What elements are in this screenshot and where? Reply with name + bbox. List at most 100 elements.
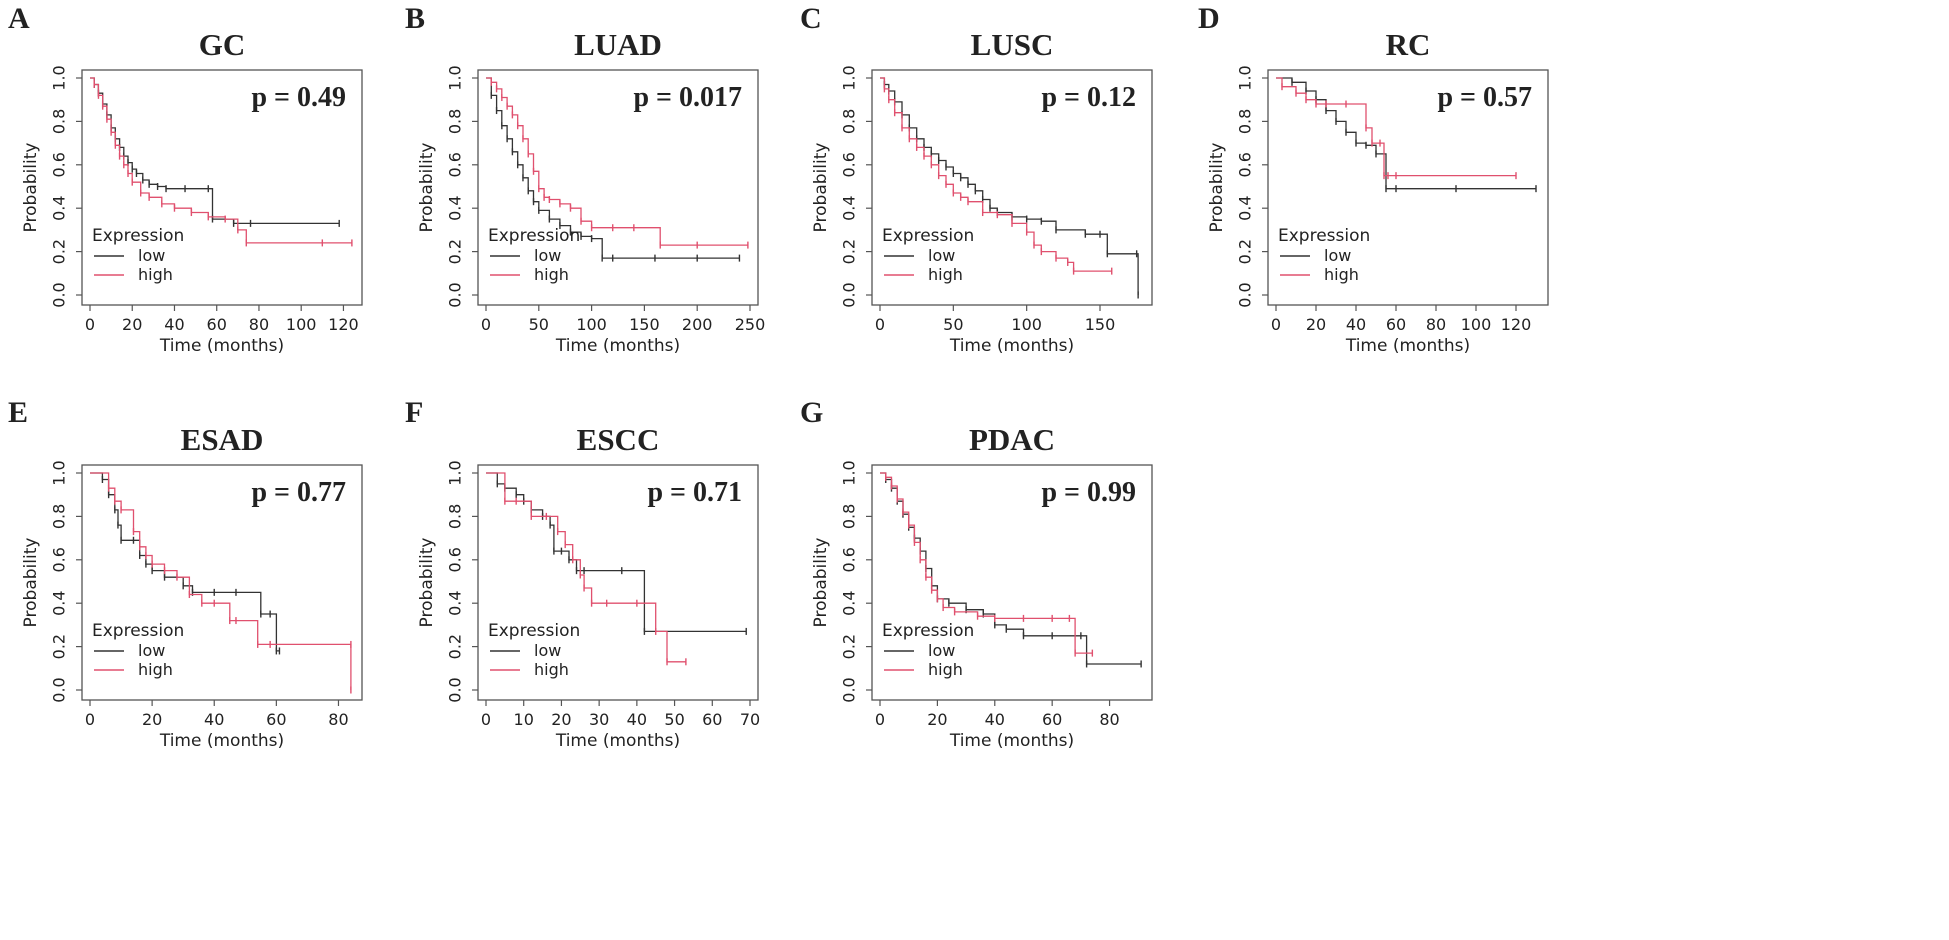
legend-label-high: high bbox=[534, 660, 569, 679]
y-tick-label: 0.6 bbox=[840, 547, 859, 572]
series-line-low bbox=[880, 472, 1142, 665]
p-value: p = 0.99 bbox=[1041, 477, 1136, 508]
x-axis-label: Time (months) bbox=[949, 336, 1074, 356]
km-panel-e: E ESAD p = 0.77 0.0 0.2 0.4 0.6 0.8 1.0 Probabili… bbox=[8, 396, 363, 751]
plot-frame bbox=[871, 69, 1153, 306]
legend-label-high: high bbox=[928, 660, 963, 679]
y-tick-label: 0.6 bbox=[840, 152, 859, 177]
legend-label-high: high bbox=[1324, 265, 1359, 284]
panel-letter: B bbox=[405, 2, 425, 35]
x-axis-label: Time (months) bbox=[159, 731, 284, 751]
x-tick-label: 0 bbox=[85, 710, 95, 729]
x-tick-label: 0 bbox=[1271, 315, 1281, 334]
series-line-high bbox=[880, 472, 1093, 654]
y-tick-label: 0.4 bbox=[840, 195, 859, 220]
legend-label-low: low bbox=[138, 246, 165, 265]
panel-title: LUSC bbox=[971, 27, 1054, 62]
panel-title: ESCC bbox=[577, 422, 660, 457]
legend-title: Expression bbox=[488, 226, 580, 246]
x-tick-label: 20 bbox=[1306, 315, 1326, 334]
x-tick-label: 60 bbox=[207, 315, 227, 334]
y-axis-label: Probability bbox=[417, 538, 437, 628]
y-axis-label: Probability bbox=[811, 538, 831, 628]
p-value: p = 0.017 bbox=[633, 82, 742, 113]
legend-label-low: low bbox=[928, 641, 955, 660]
y-tick-label: 0.0 bbox=[840, 282, 859, 307]
panel-title: GC bbox=[199, 27, 246, 62]
x-tick-label: 0 bbox=[481, 315, 491, 334]
y-tick-label: 0.2 bbox=[446, 239, 465, 264]
panel-title: PDAC bbox=[969, 422, 1055, 457]
y-tick-label: 0.0 bbox=[446, 282, 465, 307]
y-tick-label: 0.2 bbox=[50, 239, 69, 264]
plot-frame bbox=[81, 464, 363, 701]
x-tick-label: 80 bbox=[1426, 315, 1446, 334]
x-tick-label: 20 bbox=[927, 710, 947, 729]
x-tick-label: 30 bbox=[589, 710, 609, 729]
y-tick-label: 0.0 bbox=[840, 677, 859, 702]
x-axis-label: Time (months) bbox=[949, 731, 1074, 751]
x-tick-label: 200 bbox=[682, 315, 713, 334]
panel-letter: D bbox=[1198, 2, 1220, 35]
x-tick-label: 150 bbox=[1085, 315, 1116, 334]
y-tick-label: 1.0 bbox=[446, 65, 465, 90]
series-line-high bbox=[486, 472, 686, 663]
legend-title: Expression bbox=[882, 226, 974, 246]
y-tick-label: 0.0 bbox=[1236, 282, 1255, 307]
p-value: p = 0.49 bbox=[251, 82, 346, 113]
x-axis-label: Time (months) bbox=[159, 336, 284, 356]
x-tick-label: 0 bbox=[481, 710, 491, 729]
legend-title: Expression bbox=[92, 226, 184, 246]
y-tick-label: 1.0 bbox=[446, 460, 465, 485]
y-tick-label: 0.4 bbox=[1236, 195, 1255, 220]
y-tick-label: 0.6 bbox=[446, 547, 465, 572]
x-tick-label: 100 bbox=[286, 315, 317, 334]
x-tick-label: 70 bbox=[740, 710, 760, 729]
x-tick-label: 80 bbox=[328, 710, 348, 729]
x-tick-label: 40 bbox=[164, 315, 184, 334]
km-panel-b: B LUAD p = 0.017 0.0 0.2 0.4 0.6 0.8 1.0 Probabil… bbox=[405, 2, 765, 356]
x-tick-label: 100 bbox=[576, 315, 607, 334]
y-tick-label: 0.6 bbox=[50, 152, 69, 177]
y-tick-label: 0.4 bbox=[50, 195, 69, 220]
y-axis-label: Probability bbox=[1207, 143, 1227, 233]
y-tick-label: 1.0 bbox=[1236, 65, 1255, 90]
x-tick-label: 40 bbox=[204, 710, 224, 729]
legend-label-low: low bbox=[138, 641, 165, 660]
x-tick-label: 60 bbox=[1042, 710, 1062, 729]
y-tick-label: 0.6 bbox=[1236, 152, 1255, 177]
legend-label-high: high bbox=[534, 265, 569, 284]
x-tick-label: 40 bbox=[1346, 315, 1366, 334]
y-axis-label: Probability bbox=[21, 143, 41, 233]
legend-label-low: low bbox=[534, 641, 561, 660]
x-tick-label: 40 bbox=[627, 710, 647, 729]
panel-title: LUAD bbox=[574, 27, 662, 62]
x-tick-label: 150 bbox=[629, 315, 660, 334]
x-tick-label: 0 bbox=[85, 315, 95, 334]
x-tick-label: 10 bbox=[514, 710, 534, 729]
y-tick-label: 0.8 bbox=[840, 504, 859, 529]
x-tick-label: 50 bbox=[943, 315, 963, 334]
y-tick-label: 0.8 bbox=[50, 504, 69, 529]
x-tick-label: 50 bbox=[529, 315, 549, 334]
x-tick-label: 60 bbox=[1386, 315, 1406, 334]
plot-frame bbox=[477, 69, 759, 306]
legend-label-low: low bbox=[1324, 246, 1351, 265]
y-tick-label: 0.2 bbox=[446, 634, 465, 659]
y-tick-label: 0.0 bbox=[50, 282, 69, 307]
panel-letter: E bbox=[8, 396, 28, 429]
plot-frame bbox=[1267, 69, 1549, 306]
y-tick-label: 1.0 bbox=[840, 65, 859, 90]
plot-frame bbox=[871, 464, 1153, 701]
y-axis-label: Probability bbox=[811, 143, 831, 233]
x-tick-label: 250 bbox=[735, 315, 766, 334]
panel-letter: A bbox=[8, 2, 30, 35]
y-tick-label: 0.2 bbox=[50, 634, 69, 659]
p-value: p = 0.71 bbox=[647, 477, 742, 508]
panel-letter: F bbox=[405, 396, 423, 429]
y-tick-label: 0.6 bbox=[50, 547, 69, 572]
plot-frame bbox=[81, 69, 363, 306]
km-panel-c: C LUSC p = 0.12 0.0 0.2 0.4 0.6 0.8 1.0 Probabili… bbox=[800, 2, 1153, 356]
x-tick-label: 120 bbox=[1501, 315, 1532, 334]
x-tick-label: 20 bbox=[142, 710, 162, 729]
